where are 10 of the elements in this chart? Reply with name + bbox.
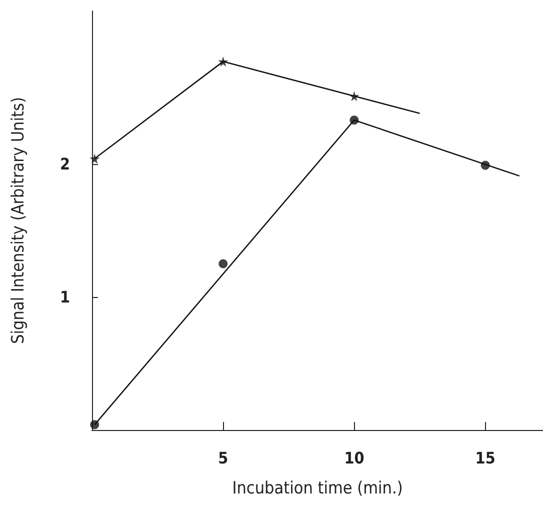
point [218,259,228,268]
y-tick-label: 2 [60,154,70,174]
point [90,420,100,430]
point [90,154,100,164]
y-axis-title: Signal Intensity (Arbitrary Units) [8,97,28,344]
x-tick-label: 10 [344,448,364,468]
x-axis-title: Incubation time (min.) [232,478,403,498]
y-tick-label: 1 [60,287,70,306]
x-tick-label: 5 [218,448,228,468]
x-tick-label: 15 [475,448,496,468]
